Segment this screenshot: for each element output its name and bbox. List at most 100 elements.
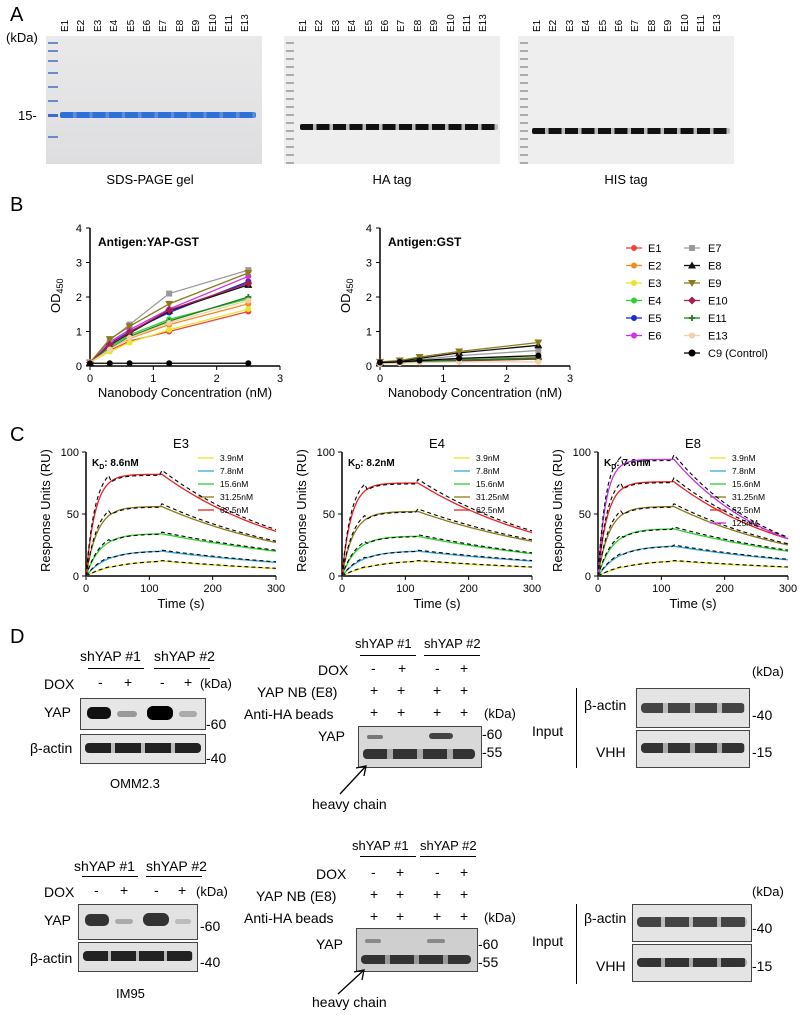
dox-plus: + [460, 864, 469, 880]
legend-label: E13 [708, 331, 728, 343]
plus: + [433, 908, 442, 924]
input-vhh-blot-omm [636, 730, 750, 768]
dox-label: DOX [44, 676, 75, 692]
plus: + [433, 886, 442, 902]
chart-title: Antigen:GST [388, 235, 462, 249]
data-point [244, 279, 253, 288]
sensorgram-line [597, 458, 789, 577]
sensorgram-line [85, 560, 277, 577]
shyap2-label: shYAP #2 [424, 636, 481, 651]
x-tick-label: 2 [504, 373, 510, 385]
lane-label: E6 [142, 19, 153, 32]
data-point [534, 339, 543, 347]
lane-label: E3 [92, 19, 104, 32]
marker-60: -60 [200, 918, 221, 934]
y-tick-label: 100 [317, 447, 335, 459]
legend-label: 125nM [732, 518, 758, 528]
marker-60: -60 [482, 726, 503, 742]
lane-label: E13 [240, 14, 252, 32]
plus: + [370, 908, 379, 924]
kd-sub: D [611, 464, 616, 471]
dox-label: DOX [44, 884, 75, 900]
chart-yap-gst: 0 1 2 3 4 0 1 2 3 Nanobody Concentration (nM) OD45… [48, 223, 283, 400]
shyap1-label: shYAP #1 [355, 636, 412, 651]
kd-label: KD: 8.6nM [92, 458, 139, 471]
data-point [631, 315, 637, 321]
yap-label: YAP [318, 728, 345, 744]
plus: + [396, 886, 405, 902]
y-tick-label: 3 [366, 258, 372, 270]
dox-minus: - [94, 882, 99, 898]
data-point [245, 306, 252, 313]
chart-title: Antigen:YAP-GST [98, 235, 200, 249]
vhh-label: VHH [596, 958, 626, 974]
panel-label-c: C [10, 424, 25, 446]
y-tick-label: 0 [366, 361, 372, 373]
lane-label: E9 [429, 19, 441, 32]
fit-line [341, 534, 533, 577]
plus: + [460, 886, 469, 902]
input-vhh-blot-im95 [632, 944, 752, 982]
data-point [535, 352, 542, 359]
dox-plus: + [124, 674, 133, 690]
lane-label: E8 [174, 19, 186, 32]
lane-label: E2 [548, 19, 560, 32]
x-axis-label: Nanobody Concentration (nM) [98, 385, 272, 400]
x-tick-label: 100 [396, 583, 414, 595]
data-point [689, 332, 695, 339]
lane-label: E11 [696, 14, 707, 32]
lane-label: E8 [412, 19, 424, 32]
dox-plus: + [178, 882, 187, 898]
fit-line [85, 531, 277, 577]
dox-plus: + [184, 674, 193, 690]
underline-shyap2 [154, 668, 210, 669]
fit-line [597, 526, 789, 577]
fit-line [341, 478, 533, 577]
marker-40: -40 [752, 707, 773, 723]
data-point [688, 296, 696, 305]
dox-minus: - [160, 674, 165, 690]
data-point [631, 297, 637, 304]
data-point [106, 346, 113, 353]
caption-sds: SDS-PAGE gel [106, 172, 194, 187]
plus: + [396, 908, 405, 924]
data-point [688, 280, 696, 287]
lane-label: E1 [298, 19, 309, 32]
data-point [166, 326, 173, 333]
data-point [535, 358, 542, 365]
y-axis-label: Response Units (RU) [294, 449, 309, 572]
dox-plus: + [396, 864, 405, 880]
x-axis-label: Time (s) [413, 596, 460, 611]
dox-minus: - [98, 674, 103, 690]
heavy-chain-label: heavy chain [312, 994, 387, 1010]
kda-label: (kDa) [484, 706, 516, 721]
kda-label: (kDa) [752, 884, 784, 899]
legend-label: E8 [708, 261, 721, 273]
kd-value: : 7.6nM [616, 458, 650, 469]
lane-label: E11 [224, 14, 235, 32]
bactin-label: β-actin [584, 697, 627, 713]
fit-line [341, 508, 533, 577]
data-point [455, 348, 464, 356]
legend-label: 15.6nM [476, 479, 504, 489]
lane-label: E9 [663, 19, 675, 32]
ip-blot-omm [358, 726, 482, 768]
legend-label: E7 [708, 243, 721, 255]
shyap2-label: shYAP #2 [420, 838, 477, 853]
marker-60: -60 [478, 936, 499, 952]
y-axis-label: OD450 [338, 278, 355, 313]
lane-label: E5 [363, 19, 375, 32]
y-tick-label: 2 [76, 292, 82, 304]
underline-shyap1 [360, 856, 416, 857]
lane-label: E3 [564, 19, 576, 32]
lane-label: E5 [125, 19, 137, 32]
data-point [165, 300, 174, 308]
sensorgram-line [85, 473, 277, 577]
y-tick-label: 1 [76, 327, 82, 339]
protein-bands [300, 124, 498, 130]
y-axis-label: OD450 [48, 278, 65, 313]
underline-shyap1 [88, 668, 144, 669]
sensorgram-line [597, 545, 789, 577]
lane-label: E4 [109, 19, 121, 32]
data-point [631, 332, 637, 339]
